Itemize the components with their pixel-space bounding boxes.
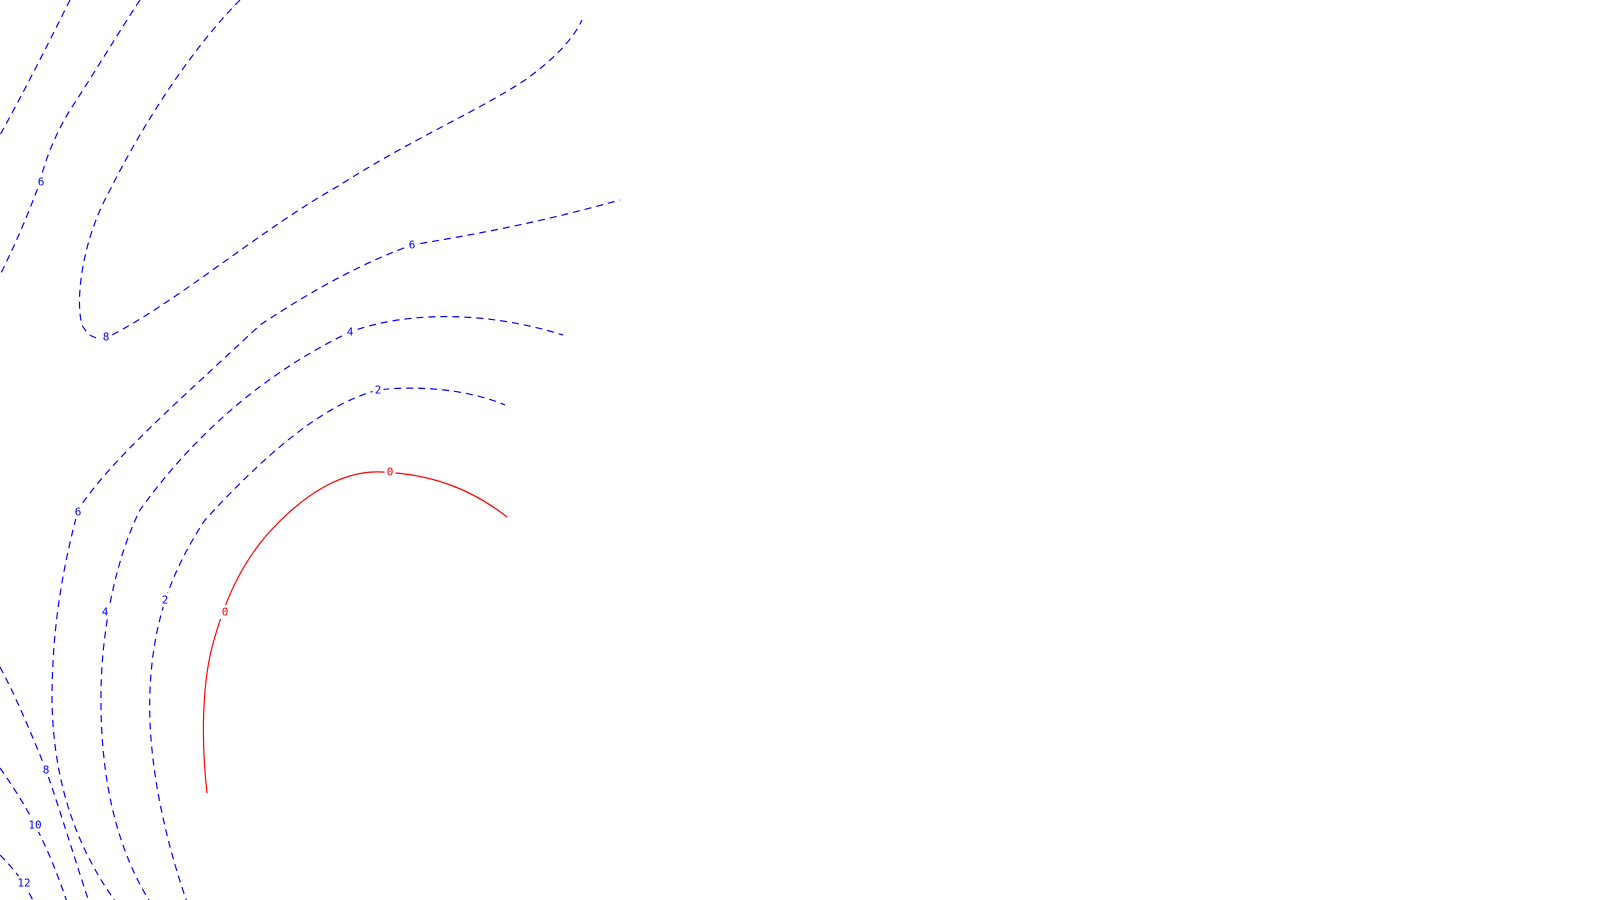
contour-label-bg [72,505,84,519]
contour-line-8-upper [78,0,583,339]
contour-line-10 [0,767,67,900]
contour-label-6: 6 [409,239,416,252]
contour-label-bg [40,763,52,777]
contour-label-bg [100,330,112,344]
contour-line-4 [100,315,564,900]
contour-label-bg [159,593,171,607]
contour-label-bg [26,818,44,832]
contour-line-8-lower [0,666,89,900]
contour-line-6-upper [0,0,141,276]
contour-line-6-lower [51,199,621,900]
contour-line-0 [202,471,508,794]
contour-label-bg [372,383,384,397]
contour-label-10: 10 [28,819,41,832]
contour-label-2: 2 [162,594,169,607]
contour-labels: 12 10 8 8 6 6 6 4 4 2 2 0 0 [15,175,418,890]
contour-label-bg [35,175,47,189]
contour-label-0: 0 [387,466,394,479]
contour-label-6: 6 [75,506,82,519]
contour-label-bg [99,605,111,619]
contour-label-12: 12 [17,877,30,890]
contour-label-6: 6 [38,176,45,189]
contour-label-bg [406,238,418,252]
contour-label-8: 8 [43,764,50,777]
contour-line-2 [149,387,506,900]
contour-label-bg [384,465,396,479]
contour-label-bg [15,876,33,890]
contour-label-4: 4 [347,326,354,339]
contour-label-0: 0 [222,606,229,619]
contour-label-bg [344,325,356,339]
contour-label-bg [219,605,231,619]
contour-line-6-corner [0,0,71,136]
contour-label-8: 8 [103,331,110,344]
contour-label-2: 2 [375,384,382,397]
contour-label-4: 4 [102,606,109,619]
